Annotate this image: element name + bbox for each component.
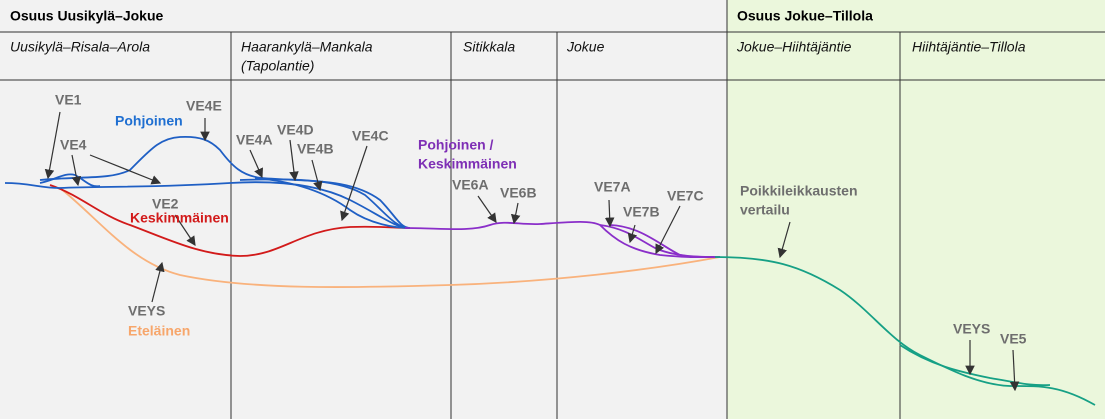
right-area [727,0,1105,419]
label: VE6B [500,185,537,201]
label: Poikkileikkausten [740,183,858,199]
labels: VE1 VE4 Pohjoinen VE4E VE4A VE4D VE4B VE… [55,92,1027,347]
label: VE1 [55,92,82,108]
label: VEYS [128,303,165,319]
label: VE4A [236,132,273,148]
label: VEYS [953,321,990,337]
label: VE4E [186,98,222,114]
section-title: Osuus Uusikylä–Jokue [10,8,164,24]
subsection: Jokue [566,39,605,55]
label: VE7C [667,188,704,204]
label: VE4 [60,137,87,153]
label: VE2 [152,196,179,212]
label: Keskimmäinen [418,156,517,172]
subsection: Haarankylä–Mankala [241,39,373,55]
label: VE7B [623,204,660,220]
label: VE6A [452,177,489,193]
left-area [0,0,727,419]
subsection: (Tapolantie) [241,58,314,74]
subsection: Hiihtäjäntie–Tillola [912,39,1026,55]
subsection: Jokue–Hiihtäjäntie [736,39,852,55]
label: VE4C [352,128,389,144]
subsection: Sitikkala [463,39,515,55]
label: VE7A [594,179,631,195]
label: VE4B [297,141,334,157]
label: Eteläinen [128,323,190,339]
label: Keskimmäinen [130,210,229,226]
label: Pohjoinen [115,113,183,129]
subsection: Uusikylä–Risala–Arola [10,39,150,55]
label: VE4D [277,122,314,138]
section-title: Osuus Jokue–Tillola [737,8,873,24]
label: VE5 [1000,331,1027,347]
arrows [44,111,1020,392]
label: vertailu [740,202,790,218]
label: Pohjoinen / [418,137,494,153]
routes [4,135,1096,406]
